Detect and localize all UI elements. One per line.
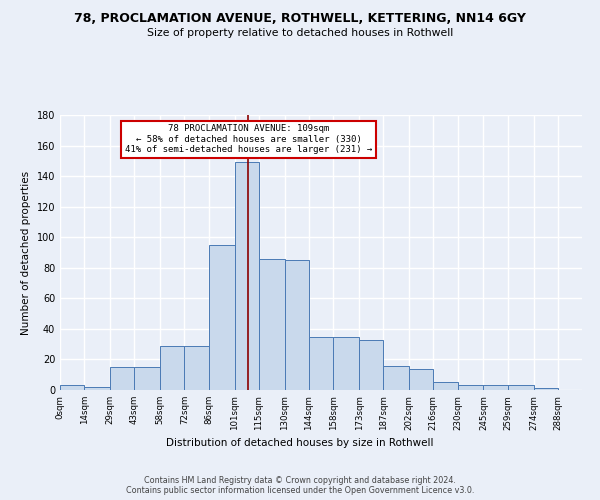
Bar (458, 386, 484, 390)
Bar (359, 340, 383, 390)
Bar (60, 386, 84, 390)
Bar (533, 388, 558, 390)
Bar (409, 368, 433, 390)
Bar (235, 162, 259, 390)
Y-axis label: Number of detached properties: Number of detached properties (21, 170, 31, 334)
Bar (110, 367, 134, 390)
Bar (508, 386, 533, 390)
Bar (285, 260, 309, 390)
Text: Distribution of detached houses by size in Rothwell: Distribution of detached houses by size … (166, 438, 434, 448)
Bar (184, 346, 209, 390)
Bar (259, 258, 285, 390)
Text: Contains HM Land Registry data © Crown copyright and database right 2024.
Contai: Contains HM Land Registry data © Crown c… (126, 476, 474, 495)
Bar (433, 382, 458, 390)
Text: 78, PROCLAMATION AVENUE, ROTHWELL, KETTERING, NN14 6GY: 78, PROCLAMATION AVENUE, ROTHWELL, KETTE… (74, 12, 526, 26)
Bar (383, 366, 409, 390)
Bar (84, 387, 110, 390)
Bar (309, 336, 333, 390)
Bar (160, 346, 184, 390)
Text: Size of property relative to detached houses in Rothwell: Size of property relative to detached ho… (147, 28, 453, 38)
Bar (333, 336, 359, 390)
Bar (484, 386, 508, 390)
Text: 78 PROCLAMATION AVENUE: 109sqm
← 58% of detached houses are smaller (330)
41% of: 78 PROCLAMATION AVENUE: 109sqm ← 58% of … (125, 124, 372, 154)
Bar (134, 367, 160, 390)
Bar (209, 245, 235, 390)
